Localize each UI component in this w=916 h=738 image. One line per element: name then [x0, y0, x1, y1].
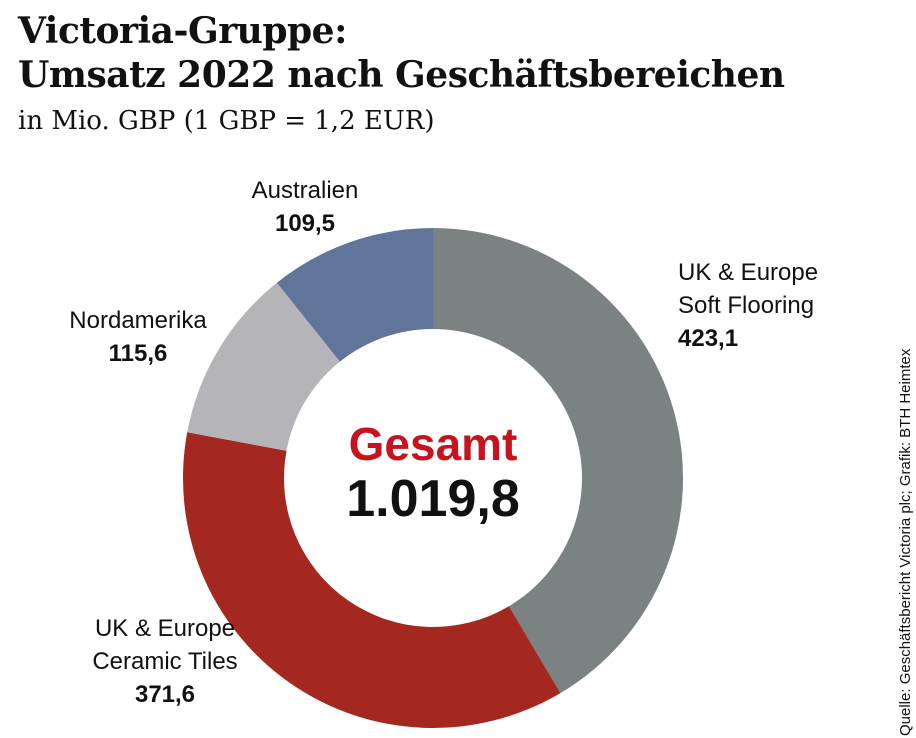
segment-label-ceramic-tiles-name-1: UK & Europe	[94, 615, 236, 642]
segment-label-australien-value: 109,5	[274, 210, 336, 238]
donut-segment-uk-europe-soft-flooring	[433, 228, 683, 694]
donut-segment-nordamerika	[187, 282, 340, 451]
segment-label-soft-flooring-value: 423,1	[678, 325, 739, 353]
donut-segment-uk-europe-ceramic-tiles	[183, 432, 561, 728]
source-credit: Quelle: Geschäftsbericht Victoria plc; G…	[897, 348, 914, 736]
donut-segment-australien	[276, 228, 433, 362]
subtitle: in Mio. GBP (1 GBP = 1,2 EUR)	[18, 105, 435, 136]
page-title: Victoria-Gruppe: Umsatz 2022 nach Geschä…	[18, 10, 878, 98]
segment-label-ceramic-tiles-name-2: Ceramic Tiles	[92, 648, 238, 676]
segment-label-nordamerika-value: 115,6	[108, 340, 168, 368]
segment-label-ceramic-tiles: UK & Europe Ceramic Tiles 371,6	[80, 612, 250, 711]
segment-label-soft-flooring: UK & Europe Soft Flooring 423,1	[678, 256, 878, 355]
chart-center-total: Gesamt 1.019,8	[346, 419, 520, 529]
center-total-label: Gesamt	[348, 417, 518, 470]
segment-label-soft-flooring-name-1: UK & Europe	[678, 259, 819, 286]
segment-label-australien-name: Australien	[251, 177, 359, 204]
segment-label-nordamerika-name: Nordamerika	[69, 307, 207, 334]
segment-label-australien: Australien 109,5	[215, 174, 395, 240]
title-line-2: Umsatz 2022 nach Geschäftsbereichen	[18, 53, 785, 96]
center-total-value: 1.019,8	[346, 469, 520, 528]
segment-label-nordamerika: Nordamerika 115,6	[58, 304, 218, 370]
header: Victoria-Gruppe: Umsatz 2022 nach Geschä…	[18, 10, 878, 136]
title-line-1: Victoria-Gruppe:	[18, 10, 347, 52]
segment-label-ceramic-tiles-value: 371,6	[134, 681, 196, 709]
segment-label-soft-flooring-name-2: Soft Flooring	[678, 292, 815, 320]
